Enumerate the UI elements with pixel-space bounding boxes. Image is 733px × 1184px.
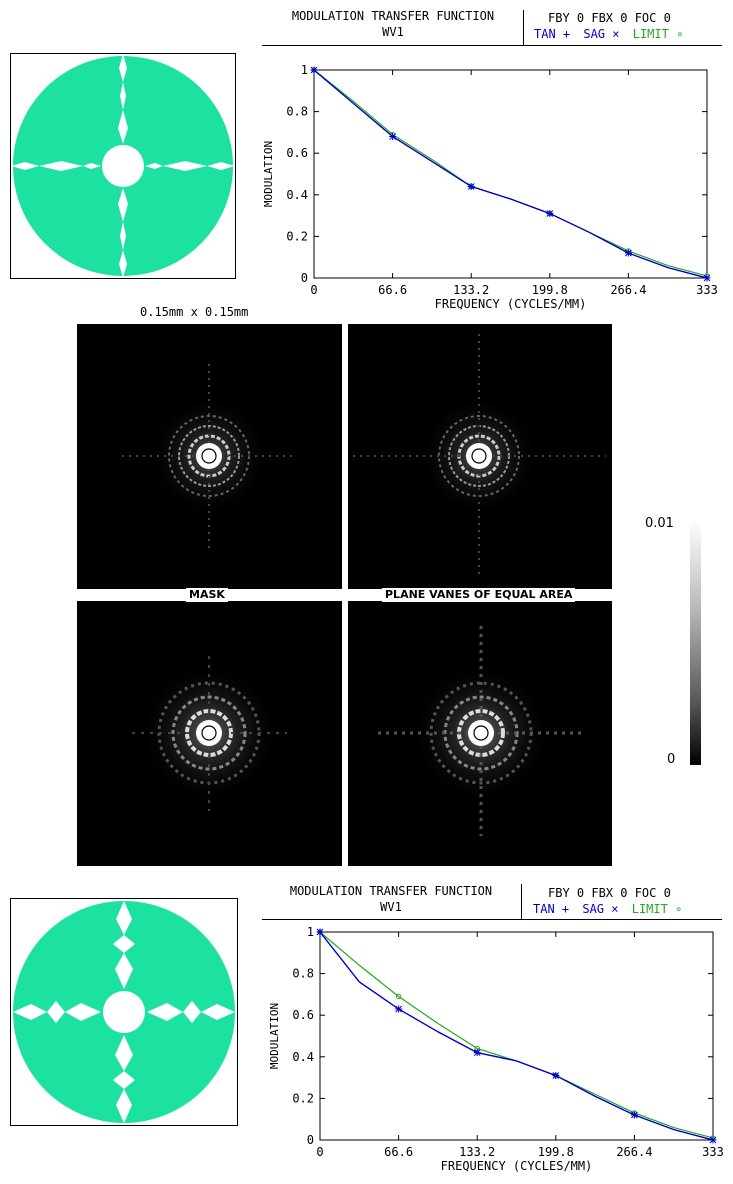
bottom-xtick-label: 133.2 xyxy=(459,1145,495,1159)
bottom-xtick-label: 266.4 xyxy=(616,1145,652,1159)
bottom-yaxis-title: MODULATION xyxy=(268,1003,281,1069)
top-ytick-label: 1 xyxy=(301,63,308,77)
top-plot-frame xyxy=(313,69,708,279)
bottom-xtick-label: 199.8 xyxy=(538,1145,574,1159)
bottom-series-tan xyxy=(319,931,714,1141)
bottom-point-tan xyxy=(552,1072,560,1080)
bottom-point-tan xyxy=(316,928,324,936)
top-title-line2: WV1 xyxy=(382,25,404,39)
top-pupil-frame xyxy=(10,53,236,279)
psf-panel-top-left xyxy=(77,324,342,589)
top-legend-tan: TAN + xyxy=(534,27,571,41)
bottom-legend: TAN + SAG × LIMIT ∘ xyxy=(533,901,682,917)
top-xaxis-title: FREQUENCY (CYCLES/MM) xyxy=(435,297,587,311)
bottom-ytick-label: 0.6 xyxy=(292,1008,314,1022)
top-xtick-label: 199.8 xyxy=(532,283,568,297)
top-ytick-label: 0 xyxy=(301,271,308,285)
psf-scale-caption: 0.15mm x 0.15mm xyxy=(140,305,249,319)
bottom-mtf-chart: 0 66.6 133.2 199.8 266.4 333 0 0.2 0.4 0.6 0.8 1 FRE… xyxy=(268,925,724,1173)
bottom-plot-frame xyxy=(319,931,714,1141)
top-legend-sag: SAG × xyxy=(583,27,620,41)
bottom-legend-sag: SAG × xyxy=(582,902,619,916)
top-point-tan xyxy=(467,182,475,190)
bottom-point-limit xyxy=(395,993,402,1000)
psf-vanes-label: PLANE VANES OF EQUAL AREA xyxy=(382,588,576,602)
top-ytick-label: 0.4 xyxy=(286,188,308,202)
bottom-header-vrule xyxy=(521,884,522,920)
psf-panel-bottom-left xyxy=(77,601,342,866)
top-legend-limit: LIMIT ∘ xyxy=(632,27,684,41)
bottom-xtick-label: 66.6 xyxy=(384,1145,413,1159)
bottom-ytick-label: 0.8 xyxy=(292,967,314,981)
colorbar-min-label: 0 xyxy=(667,752,676,767)
bottom-xaxis-title: FREQUENCY (CYCLES/MM) xyxy=(441,1159,593,1173)
top-point-tan xyxy=(703,274,711,282)
bottom-title-line2: WV1 xyxy=(380,900,402,914)
top-header-vrule xyxy=(523,10,524,46)
bottom-pupil-frame xyxy=(10,898,238,1126)
top-title-line1: MODULATION TRANSFER FUNCTION xyxy=(291,9,495,23)
bottom-ytick-label: 0.2 xyxy=(292,1091,314,1105)
bottom-header-hrule xyxy=(262,919,722,920)
bottom-point-tan xyxy=(630,1111,638,1119)
psf-panel-bottom-right xyxy=(348,601,612,866)
colorbar-max-label: 0.01 xyxy=(645,516,674,531)
bottom-ytick-label: 0 xyxy=(307,1133,314,1147)
top-field-info: FBY 0 FBX 0 FOC 0 xyxy=(548,11,671,25)
bottom-pupil-mask xyxy=(13,901,235,1123)
bottom-xtick-label: 0 xyxy=(316,1145,323,1159)
bottom-xtick-label: 333 xyxy=(702,1145,724,1159)
bottom-legend-limit: LIMIT ∘ xyxy=(631,902,683,916)
colorbar xyxy=(690,520,701,765)
top-series-tan xyxy=(313,69,708,279)
bottom-legend-tan: TAN + xyxy=(533,902,570,916)
top-point-tan xyxy=(546,210,554,218)
top-header-hrule xyxy=(262,45,722,46)
psf-panel-top-right xyxy=(348,324,612,589)
top-xtick-label: 333 xyxy=(696,283,718,297)
bottom-field-info: FBY 0 FBX 0 FOC 0 xyxy=(548,886,671,900)
top-ytick-label: 0.2 xyxy=(286,229,308,243)
top-point-tan xyxy=(624,249,632,257)
bottom-point-tan xyxy=(709,1136,717,1144)
bottom-mtf-title: MODULATION TRANSFER FUNCTION WV1 xyxy=(260,883,522,915)
top-yaxis-title: MODULATION xyxy=(262,141,275,207)
top-point-tan xyxy=(310,66,318,74)
top-pupil-mask xyxy=(11,54,235,278)
bottom-ytick-label: 0.4 xyxy=(292,1050,314,1064)
top-xtick-label: 0 xyxy=(310,283,317,297)
psf-mask-label: MASK xyxy=(186,588,228,602)
bottom-point-tan xyxy=(395,1005,403,1013)
top-xtick-label: 133.2 xyxy=(453,283,489,297)
top-mtf-chart: 0 66.6 133.2 199.8 266.4 333 0 0.2 0.4 0.6 0.8 1 FRE… xyxy=(262,63,718,311)
top-xtick-label: 66.6 xyxy=(378,283,407,297)
top-mtf-title: MODULATION TRANSFER FUNCTION WV1 xyxy=(262,8,524,40)
top-legend: TAN + SAG × LIMIT ∘ xyxy=(534,26,683,42)
bottom-title-line1: MODULATION TRANSFER FUNCTION xyxy=(289,884,493,898)
bottom-ytick-label: 1 xyxy=(307,925,314,939)
top-ytick-label: 0.6 xyxy=(286,146,308,160)
top-point-tan xyxy=(389,133,397,141)
bottom-point-tan xyxy=(473,1049,481,1057)
top-ytick-label: 0.8 xyxy=(286,105,308,119)
top-xtick-label: 266.4 xyxy=(610,283,646,297)
